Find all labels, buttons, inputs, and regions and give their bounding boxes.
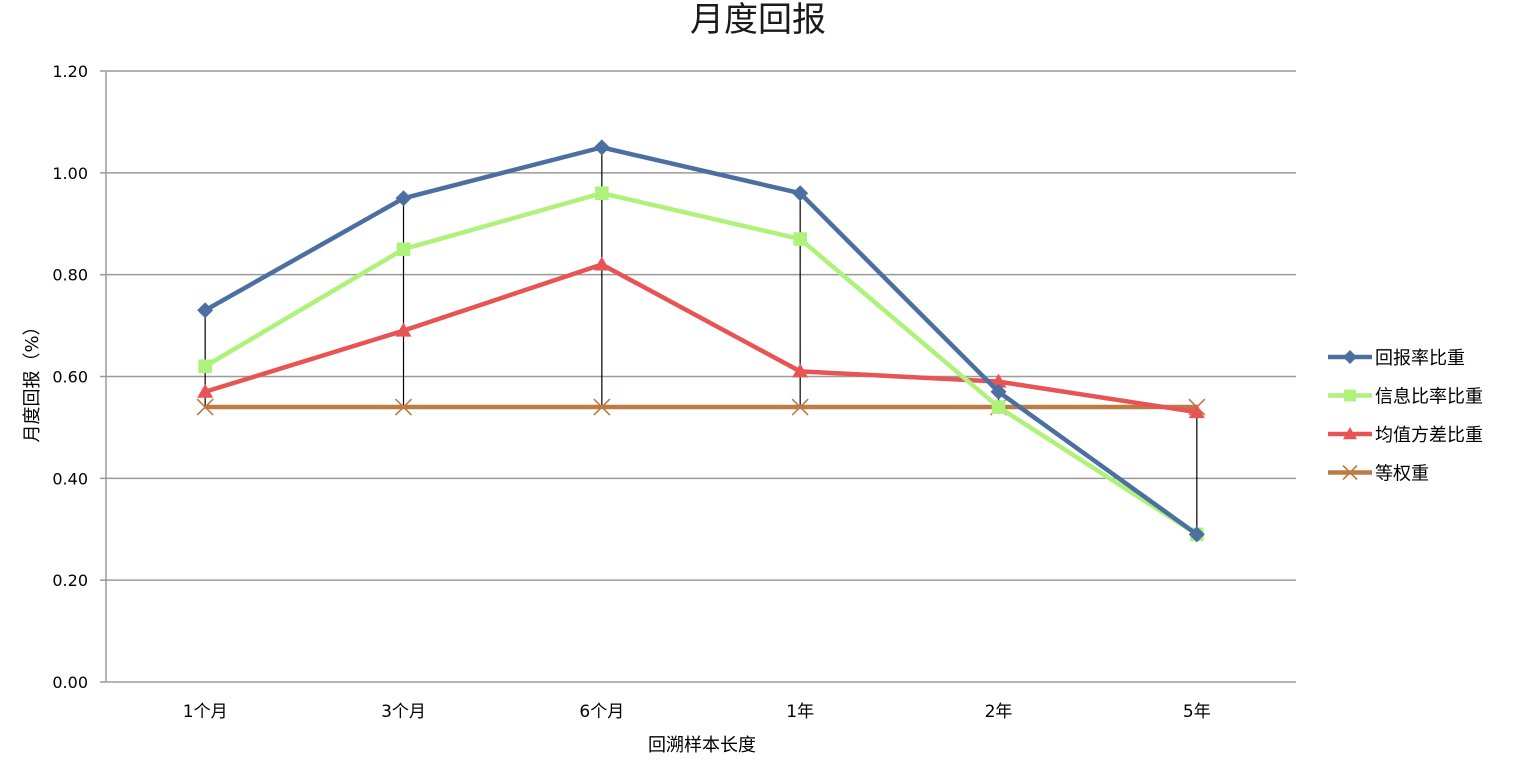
x-tick-label: 1年 [786,702,814,722]
gridlines [106,70,1296,581]
diamond-marker [197,302,214,319]
diamond-marker [792,185,809,202]
triangle-marker [792,363,809,378]
series-2 [197,256,1205,419]
axes [100,70,1296,683]
triangle-marker [1188,404,1205,419]
diamond-marker [990,383,1007,400]
y-tick-label: 0.00 [52,673,88,692]
series-0 [197,139,1205,543]
triangle-marker [593,256,610,271]
diamond-marker [593,139,610,156]
y-axis-title: 月度回报（%） [22,317,43,442]
square-marker [1344,389,1356,402]
triangle-marker [395,322,412,337]
drop-lines [204,147,1198,535]
y-tick-label: 0.40 [52,469,88,488]
y-tick-label: 0.20 [52,571,88,590]
x-axis-title: 回溯样本长度 [648,735,756,756]
triangle-marker [197,383,214,398]
diamond-marker [1343,350,1357,364]
y-tick-label: 0.80 [52,266,88,285]
x-tick-label: 1个月 [183,702,228,722]
series-line [204,262,1198,415]
legend-label: 等权重 [1375,464,1429,485]
x-tick-label: 3个月 [381,702,426,722]
y-tick-label: 0.60 [52,368,88,387]
series-lines [196,139,1206,543]
x-tick-label: 6个月 [579,702,624,722]
chart-title: 月度回报 [690,0,826,40]
square-marker [198,359,212,374]
legend-item: 信息比率比重 [1328,387,1483,408]
diamond-marker [395,190,412,207]
square-marker [991,400,1006,414]
legend-label: 均值方差比重 [1375,425,1483,446]
diamond-marker [1188,526,1205,543]
square-marker [793,232,807,246]
series-1 [198,186,1204,542]
series-line [204,190,1199,537]
legend-label: 回报率比重 [1375,348,1465,369]
x-tick-label: 5年 [1183,702,1211,722]
tick-labels: 0.00 0.20 0.40 0.60 0.80 1.00 1.20 1个月 3个月 6个月 1年 2… [52,62,1210,722]
series-3 [196,398,1206,416]
legend-label: 信息比率比重 [1375,387,1483,408]
y-tick-label: 1.00 [52,164,88,183]
legend-item: 等权重 [1328,464,1429,485]
square-marker [396,242,411,257]
legend-item: 回报率比重 [1328,348,1465,369]
y-tick-label: 1.20 [52,62,88,81]
series-line [204,145,1199,537]
triangle-marker [990,373,1007,388]
x-tick-label: 2年 [985,702,1013,722]
legend-item: 均值方差比重 [1328,425,1483,446]
square-marker [595,186,609,200]
triangle-marker [1343,427,1357,440]
